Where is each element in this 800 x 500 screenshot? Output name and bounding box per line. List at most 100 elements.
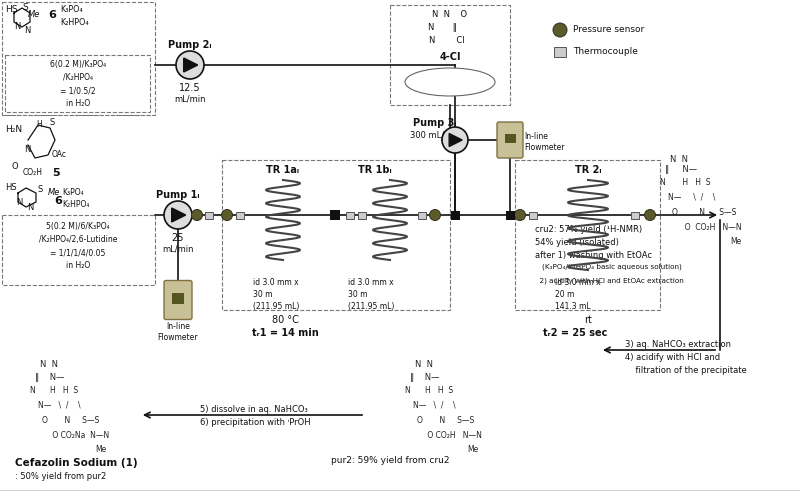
Text: cru2: 57% yield (¹H-NMR): cru2: 57% yield (¹H-NMR) — [535, 225, 642, 234]
Text: 141.3 mL: 141.3 mL — [555, 302, 590, 311]
Bar — [346, 212, 354, 218]
Text: O: O — [12, 162, 18, 171]
Text: N       H   H  S: N H H S — [660, 178, 710, 187]
Text: N: N — [24, 145, 30, 154]
Text: Me: Me — [48, 188, 60, 197]
Text: O CO₂Na  N—N: O CO₂Na N—N — [50, 431, 110, 440]
Text: H: H — [36, 120, 42, 129]
Text: Me: Me — [28, 10, 40, 19]
Text: 6) precipitation with ⁱPrOH: 6) precipitation with ⁱPrOH — [200, 418, 310, 427]
Text: in H₂O: in H₂O — [66, 99, 90, 108]
Text: mL/min: mL/min — [162, 244, 194, 253]
Circle shape — [191, 210, 202, 220]
Text: Pump 1ₗ: Pump 1ₗ — [156, 190, 200, 200]
Text: = 1/0.5/2: = 1/0.5/2 — [60, 86, 96, 95]
Bar — [418, 212, 426, 218]
Text: K₂HPO₄: K₂HPO₄ — [62, 200, 90, 209]
Text: = 1/1/1/4/0.05: = 1/1/1/4/0.05 — [50, 248, 106, 257]
Text: id 3.0 mm x: id 3.0 mm x — [348, 278, 394, 287]
Text: Pressure sensor: Pressure sensor — [573, 26, 644, 35]
Text: K₃PO₄: K₃PO₄ — [62, 188, 84, 197]
Text: N: N — [27, 203, 34, 212]
Bar — [515, 160, 660, 310]
Text: S: S — [22, 3, 28, 12]
Circle shape — [222, 210, 233, 220]
Text: N       ‖: N ‖ — [429, 23, 458, 32]
Text: S: S — [50, 118, 55, 127]
Bar — [2, 215, 155, 285]
Text: 20 m: 20 m — [555, 290, 574, 299]
Circle shape — [430, 210, 441, 220]
Text: N      H   H  S: N H H S — [30, 386, 78, 395]
Text: H₂N: H₂N — [5, 125, 22, 134]
Text: 6(0.2 M)/K₃PO₄: 6(0.2 M)/K₃PO₄ — [50, 60, 106, 69]
Bar — [5, 55, 150, 112]
Text: O CO₂H   N—N: O CO₂H N—N — [425, 431, 482, 440]
Text: (K₃PO₄/K₂HPO₄ basic aqueous solution): (K₃PO₄/K₂HPO₄ basic aqueous solution) — [542, 264, 682, 270]
Text: O       N     S—S: O N S—S — [417, 416, 474, 425]
Text: N  N: N N — [670, 155, 688, 164]
Circle shape — [553, 23, 567, 37]
Text: Me: Me — [95, 445, 106, 454]
Text: tᵣ1 = 14 min: tᵣ1 = 14 min — [252, 328, 318, 338]
Bar — [631, 212, 639, 218]
Text: 54% yield (isolated): 54% yield (isolated) — [535, 238, 619, 247]
Text: 6: 6 — [48, 10, 56, 20]
Text: /K₂HPO₄: /K₂HPO₄ — [63, 73, 93, 82]
Circle shape — [176, 51, 204, 79]
Text: 25: 25 — [172, 233, 184, 243]
FancyBboxPatch shape — [164, 280, 192, 320]
Text: 6: 6 — [54, 196, 62, 206]
Bar — [506, 210, 514, 220]
Text: K₃PO₄: K₃PO₄ — [60, 5, 82, 14]
Text: 300 mL/min: 300 mL/min — [410, 130, 460, 139]
Text: filtration of the precipitate: filtration of the precipitate — [625, 366, 746, 375]
Text: Me: Me — [467, 445, 478, 454]
Text: Thermocouple: Thermocouple — [573, 48, 638, 56]
FancyBboxPatch shape — [497, 122, 523, 158]
Text: S: S — [37, 185, 42, 194]
Text: CO₂H: CO₂H — [23, 168, 43, 177]
Text: TR 1aₗ: TR 1aₗ — [266, 165, 299, 175]
Text: mL/min: mL/min — [174, 94, 206, 103]
Text: Pump 3ₗ: Pump 3ₗ — [414, 118, 457, 128]
Text: N      H   H  S: N H H S — [405, 386, 453, 395]
Text: 5(0.2 M)/6/K₃PO₄: 5(0.2 M)/6/K₃PO₄ — [46, 222, 110, 231]
Polygon shape — [184, 58, 198, 72]
Bar — [205, 212, 213, 218]
Text: N—   \  /    \: N— \ / \ — [413, 401, 456, 410]
Text: pur2: 59% yield from cru2: pur2: 59% yield from cru2 — [330, 456, 450, 465]
Ellipse shape — [405, 68, 495, 96]
Text: 0.05 M
in CH₃CN: 0.05 M in CH₃CN — [431, 75, 469, 95]
Bar — [505, 134, 515, 143]
Bar — [529, 212, 537, 218]
Text: Cefazolin Sodium (1): Cefazolin Sodium (1) — [15, 458, 138, 468]
Text: In-line
Flowmeter: In-line Flowmeter — [524, 132, 565, 152]
Text: 12.5: 12.5 — [179, 83, 201, 93]
Bar — [236, 212, 244, 218]
Text: 30 m: 30 m — [253, 290, 273, 299]
Text: O         N      S—S: O N S—S — [672, 208, 736, 217]
Text: Me: Me — [730, 237, 742, 246]
Polygon shape — [449, 134, 462, 146]
Text: tᵣ2 = 25 sec: tᵣ2 = 25 sec — [543, 328, 607, 338]
Text: ‖    N—: ‖ N— — [410, 373, 439, 382]
Bar — [358, 212, 366, 218]
Text: id 3.0 mm x: id 3.0 mm x — [555, 278, 601, 287]
Text: N  N: N N — [40, 360, 58, 369]
Text: 80 °C: 80 °C — [271, 315, 298, 325]
Text: (211.95 mL): (211.95 mL) — [253, 302, 299, 311]
Text: in H₂O: in H₂O — [66, 261, 90, 270]
Text: N—     \  /    \: N— \ / \ — [668, 193, 715, 202]
Text: O  CO₂H   N—N: O CO₂H N—N — [680, 223, 742, 232]
Polygon shape — [172, 208, 186, 222]
Text: N: N — [16, 198, 22, 207]
Text: rt: rt — [584, 315, 592, 325]
Bar — [222, 160, 450, 310]
Text: ‖     N—: ‖ N— — [665, 165, 697, 174]
Text: TR 1bₗ: TR 1bₗ — [358, 165, 392, 175]
Text: In-line
Flowmeter: In-line Flowmeter — [158, 322, 198, 342]
Bar — [554, 47, 566, 57]
Text: N: N — [14, 22, 20, 31]
Text: N—   \  /    \: N— \ / \ — [38, 401, 81, 410]
